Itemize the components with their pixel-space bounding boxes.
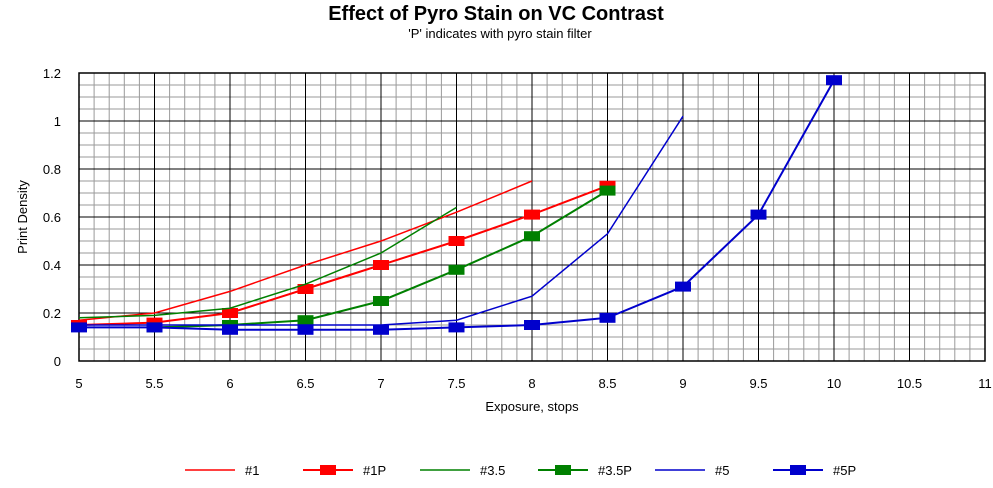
data-point-marker <box>599 185 616 196</box>
data-point-marker <box>750 209 767 220</box>
legend-label: #5 <box>715 463 729 478</box>
series-1 <box>78 180 533 321</box>
legend-entry: #1P <box>303 463 386 478</box>
x-tick-label: 11 <box>978 376 992 391</box>
legend-label: #1P <box>363 463 386 478</box>
x-tick-label: 6 <box>226 376 233 391</box>
series-line <box>78 206 457 319</box>
legend-marker <box>790 465 806 475</box>
data-series <box>71 75 842 335</box>
legend-entry: #3.5P <box>538 463 632 478</box>
legend-entry: #5 <box>655 463 729 478</box>
x-tick-label: 6.5 <box>296 376 314 391</box>
series-1P <box>71 180 616 330</box>
legend-entry: #3.5 <box>420 463 505 478</box>
x-tick-label: 9 <box>679 376 686 391</box>
y-tick-label: 0.8 <box>43 162 61 177</box>
legend-label: #5P <box>833 463 856 478</box>
x-tick-label: 5.5 <box>145 376 163 391</box>
data-point-marker <box>448 322 465 333</box>
data-point-marker <box>297 284 314 294</box>
data-point-marker <box>373 296 389 306</box>
tick-labels: 5 5.5 6 6.5 7 7.5 8 8.5 9 9.5 10 10.5 11 0 0.2 0.4 0.6 0.… <box>43 66 992 391</box>
legend-label: #3.5P <box>598 463 632 478</box>
x-tick-label: 8.5 <box>598 376 616 391</box>
y-tick-label: 1.2 <box>43 66 61 81</box>
data-point-marker <box>599 312 616 323</box>
x-tick-label: 8 <box>528 376 535 391</box>
x-tick-label: 9.5 <box>749 376 767 391</box>
series-5P <box>71 75 842 335</box>
x-tick-label: 5 <box>75 376 82 391</box>
chart-subtitle: 'P' indicates with pyro stain filter <box>408 26 592 41</box>
y-axis-label: Print Density <box>15 180 30 254</box>
legend-marker <box>555 465 571 475</box>
x-axis-label: Exposure, stops <box>485 399 579 414</box>
data-point-marker <box>222 308 238 318</box>
data-point-marker <box>297 315 314 326</box>
data-point-marker <box>222 324 238 335</box>
series-35 <box>78 206 457 319</box>
data-point-marker <box>524 320 540 330</box>
y-tick-label: 0 <box>54 354 61 369</box>
data-point-marker <box>297 324 314 335</box>
legend-label: #1 <box>245 463 259 478</box>
series-line <box>78 180 533 321</box>
y-tick-label: 0.4 <box>43 258 61 273</box>
x-tick-label: 7 <box>377 376 384 391</box>
data-point-marker <box>448 236 465 246</box>
data-point-marker <box>146 322 163 333</box>
series-line <box>78 184 608 326</box>
data-point-marker <box>373 324 389 335</box>
y-tick-label: 0.2 <box>43 306 61 321</box>
y-tick-label: 0.6 <box>43 210 61 225</box>
data-point-marker <box>826 75 842 86</box>
legend-label: #3.5 <box>480 463 505 478</box>
chart-title: Effect of Pyro Stain on VC Contrast <box>328 3 664 25</box>
x-tick-label: 10 <box>827 376 841 391</box>
legend-entry: #5P <box>773 463 856 478</box>
y-tick-label: 1 <box>54 114 61 129</box>
legend: #1 #1P #3.5 #3.5P #5 #5P <box>185 463 856 478</box>
data-point-marker <box>71 322 87 333</box>
data-point-marker <box>448 264 465 275</box>
x-tick-label: 7.5 <box>447 376 465 391</box>
data-point-marker <box>524 231 540 242</box>
data-point-marker <box>373 260 389 270</box>
data-point-marker <box>675 281 691 292</box>
plot-frame <box>78 72 986 362</box>
data-point-marker <box>524 209 540 220</box>
legend-marker <box>320 465 336 475</box>
legend-entry: #1 <box>185 463 259 478</box>
plot-axes <box>78 72 986 362</box>
x-tick-label: 10.5 <box>897 376 922 391</box>
